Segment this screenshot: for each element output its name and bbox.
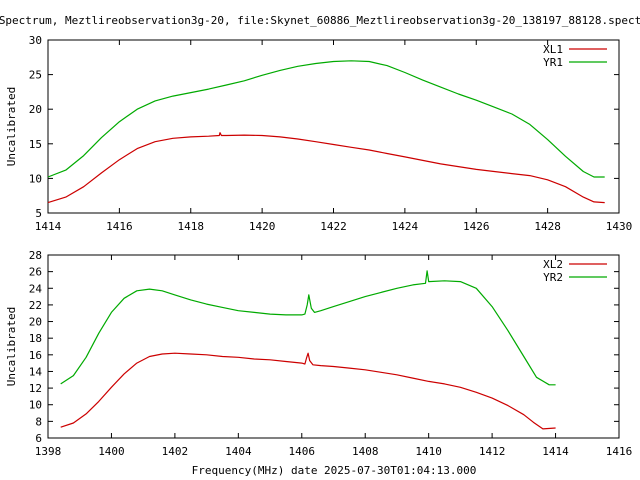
x-tick-label: 1418	[178, 220, 205, 233]
x-tick-label: 1416	[106, 220, 133, 233]
legend-label-xl1: XL1	[543, 43, 563, 56]
y-tick-label: 28	[29, 249, 42, 262]
y-tick-label: 20	[29, 316, 42, 329]
x-tick-label: 1406	[289, 445, 316, 458]
plot-frame	[47, 39, 620, 214]
x-tick-label: 1428	[534, 220, 561, 233]
x-tick-label: 1426	[463, 220, 490, 233]
y-tick-label: 20	[29, 103, 42, 116]
x-tick-label: 1414	[35, 220, 62, 233]
series-line-yr2	[60, 270, 556, 386]
y-tick-label: 30	[29, 34, 42, 47]
y-tick-label: 10	[29, 399, 42, 412]
y-tick-label: 8	[35, 415, 42, 428]
x-tick-label: 1424	[392, 220, 419, 233]
x-tick-label: 1400	[98, 445, 125, 458]
y-tick-label: 14	[29, 365, 43, 378]
x-tick-label: 1422	[320, 220, 347, 233]
legend-label-yr2: YR2	[543, 271, 563, 284]
bottom-spectrum-panel: 1398 1400 1402 1404 1406 1408 1410 1412 1414 1416…	[5, 249, 632, 458]
x-tick-label: 1410	[415, 445, 442, 458]
y-tick-label: 12	[29, 382, 42, 395]
plot-frame	[47, 254, 620, 439]
y-tick-label: 22	[29, 299, 42, 312]
x-axis-label: Frequency(MHz) date 2025-07-30T01:04:13.…	[192, 464, 477, 477]
y-tick-label: 6	[35, 432, 42, 445]
x-tick-label: 1404	[225, 445, 252, 458]
x-tick-label: 1416	[606, 445, 633, 458]
y-tick-label: 18	[29, 332, 42, 345]
y-tick-label: 10	[29, 172, 42, 185]
x-tick-label: 1402	[162, 445, 189, 458]
y-tick-label: 5	[35, 207, 42, 220]
top-spectrum-panel: 1414 1416 1418 1420 1422 1424 1426 1428 1430 5 10 1…	[5, 34, 632, 233]
figure-title: Spectrum, Meztlireobservation3g-20, file…	[0, 14, 640, 27]
y-tick-label: 15	[29, 138, 42, 151]
y-tick-label: 25	[29, 69, 42, 82]
x-tick-label: 1414	[542, 445, 569, 458]
y-tick-label: 26	[29, 266, 42, 279]
x-tick-label: 1430	[606, 220, 633, 233]
y-tick-label: 24	[29, 282, 43, 295]
x-tick-label: 1420	[249, 220, 276, 233]
y-axis-label: Uncalibrated	[5, 87, 18, 166]
x-tick-label: 1408	[352, 445, 379, 458]
legend-label-yr1: YR1	[543, 56, 563, 69]
series-line-xl1	[47, 132, 605, 204]
x-tick-label: 1398	[35, 445, 62, 458]
x-tick-label: 1412	[479, 445, 506, 458]
legend-label-xl2: XL2	[543, 258, 563, 271]
series-line-xl2	[60, 352, 556, 430]
series-line-yr1	[47, 60, 605, 178]
y-tick-label: 16	[29, 349, 42, 362]
y-axis-label: Uncalibrated	[5, 307, 18, 386]
